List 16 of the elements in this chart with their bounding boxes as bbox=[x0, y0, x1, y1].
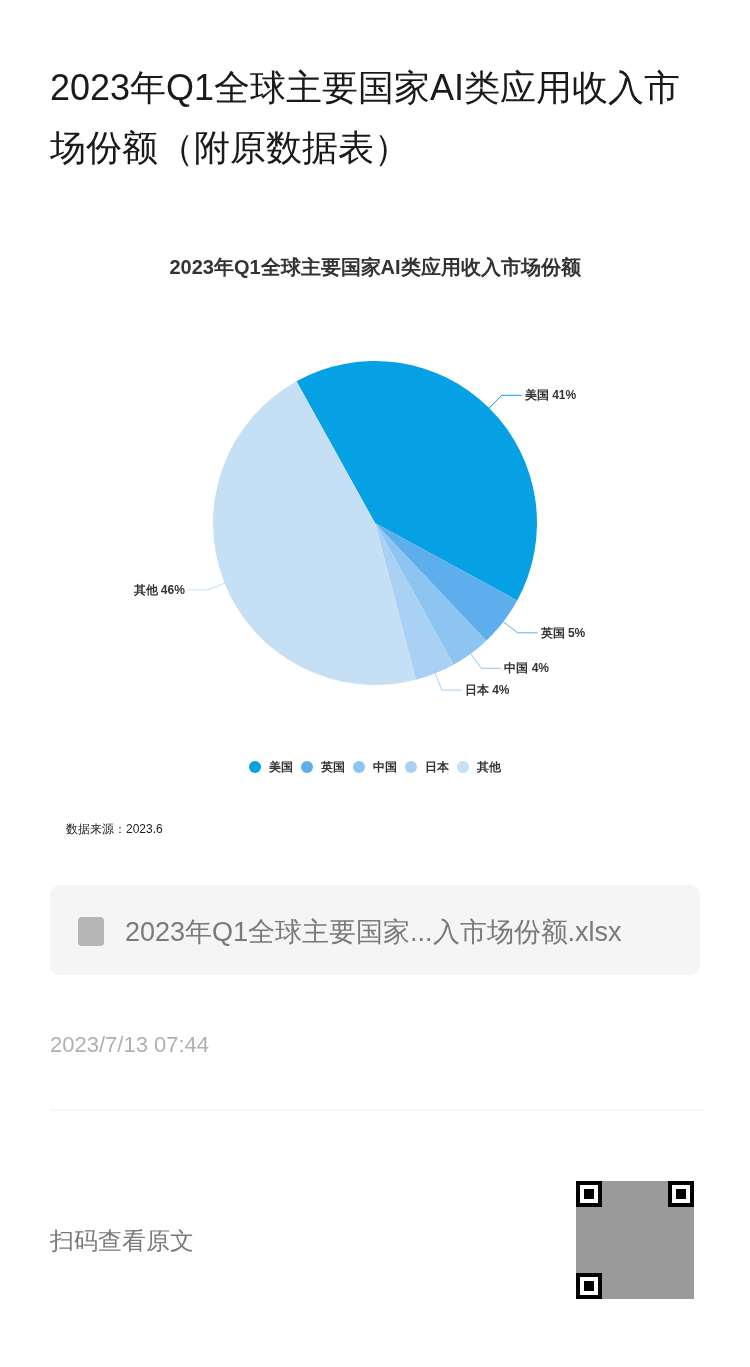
legend-label: 英国 bbox=[320, 760, 345, 774]
chart-subtitle: 2023年Q1全球主要国家AI类应用收入市场份额 bbox=[169, 256, 582, 278]
category-label: 日本 4% bbox=[464, 683, 510, 698]
legend-label: 其他 bbox=[476, 760, 502, 774]
chart-title: 2023年Q1全球主要国家AI类应用收入市场份额（附原数据表） bbox=[50, 66, 682, 170]
text: 扫码查看原文 bbox=[49, 1226, 194, 1254]
text: 2023/7/13 07:44 bbox=[50, 1031, 210, 1057]
legend-label: 美国 bbox=[268, 760, 293, 774]
source-note: 数据来源：2023.6 bbox=[66, 822, 164, 836]
category-label: 其他 46% bbox=[133, 582, 185, 597]
legend-label: 日本 bbox=[425, 760, 450, 774]
category-label: 中国 4% bbox=[504, 661, 549, 676]
category-label: 英国 5% bbox=[540, 625, 586, 640]
text: 2023年Q1全球主要国家...入市场份额.xlsx bbox=[125, 917, 623, 947]
legend-label: 中国 bbox=[373, 760, 397, 774]
category-label: 美国 41% bbox=[524, 388, 577, 403]
